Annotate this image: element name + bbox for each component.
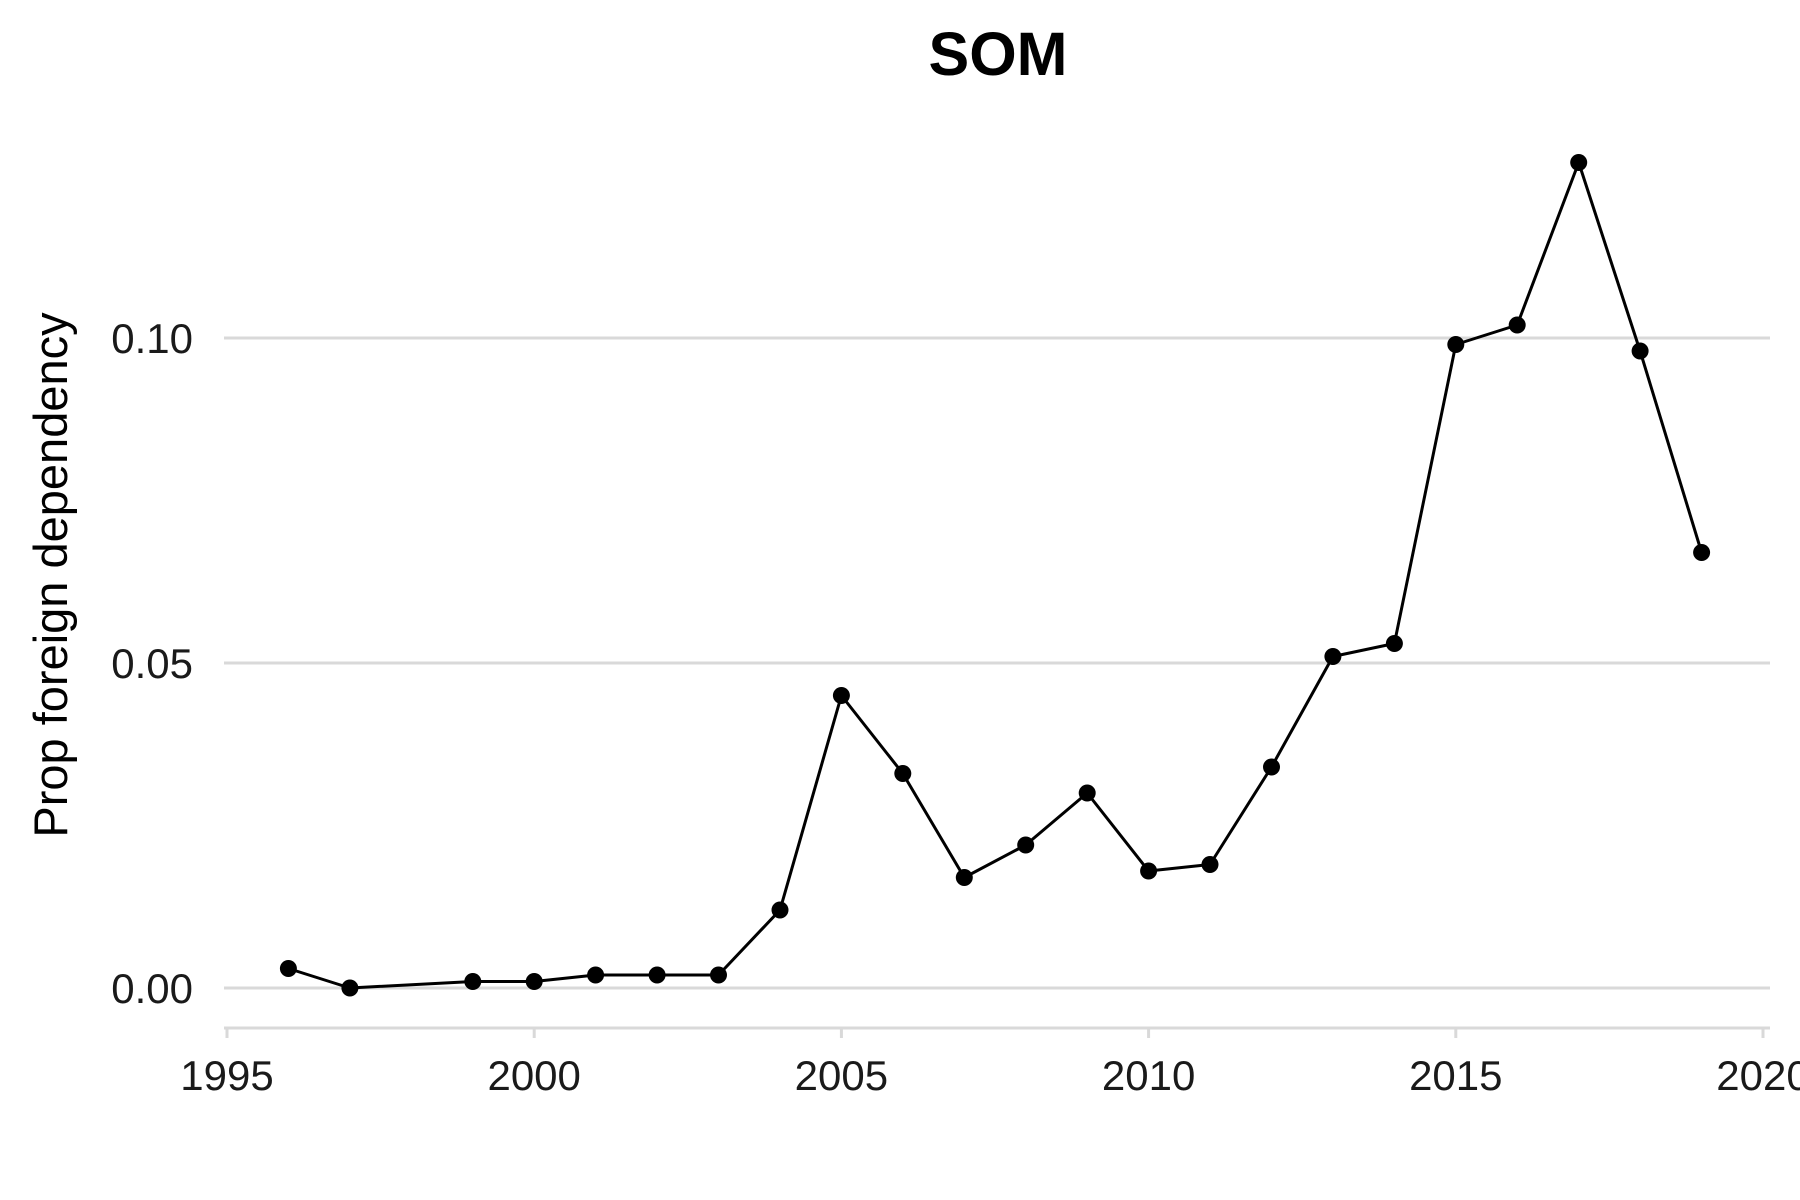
x-axis-ticks: 1995 2000 2005 2010 2015 2020	[180, 1028, 1800, 1099]
data-point	[1017, 836, 1035, 854]
data-point	[587, 966, 605, 984]
data-point	[1385, 635, 1403, 652]
series-group	[287, 161, 1704, 990]
y-axis-ticks: 0.00 0.05 0.10	[111, 315, 193, 1012]
x-tick-label: 2005	[795, 1052, 888, 1099]
data-point	[1078, 784, 1096, 802]
data-point	[1631, 342, 1649, 360]
data-point	[1447, 336, 1465, 353]
data-point	[279, 960, 297, 977]
gridlines	[224, 336, 1770, 990]
y-tick-label: 0.05	[111, 640, 193, 687]
x-tick-label: 2000	[487, 1052, 580, 1099]
data-point	[1324, 648, 1342, 665]
x-tick-label: 2010	[1102, 1052, 1195, 1099]
data-point	[832, 687, 850, 704]
data-point	[1693, 544, 1711, 561]
y-tick-label: 0.10	[111, 315, 193, 362]
data-point	[1263, 758, 1280, 776]
data-point	[464, 973, 482, 990]
x-tick-label: 2020	[1716, 1052, 1800, 1099]
y-tick-label: 0.00	[111, 965, 193, 1012]
x-tick-label: 2015	[1409, 1052, 1502, 1099]
data-points	[279, 154, 1711, 997]
data-point	[1140, 862, 1158, 880]
data-point	[648, 966, 666, 984]
chart-title: SOM	[929, 20, 1068, 88]
data-point	[1201, 856, 1219, 873]
data-point	[894, 765, 912, 782]
data-point	[710, 966, 727, 984]
data-point	[1508, 316, 1526, 334]
data-point	[771, 901, 789, 919]
data-point	[1570, 154, 1588, 171]
data-point	[525, 973, 543, 990]
series-line	[287, 161, 1704, 990]
x-tick-label: 1995	[180, 1052, 273, 1099]
y-axis-label: Prop foreign dependency	[24, 312, 77, 838]
data-point	[341, 979, 359, 997]
data-point	[955, 869, 973, 886]
